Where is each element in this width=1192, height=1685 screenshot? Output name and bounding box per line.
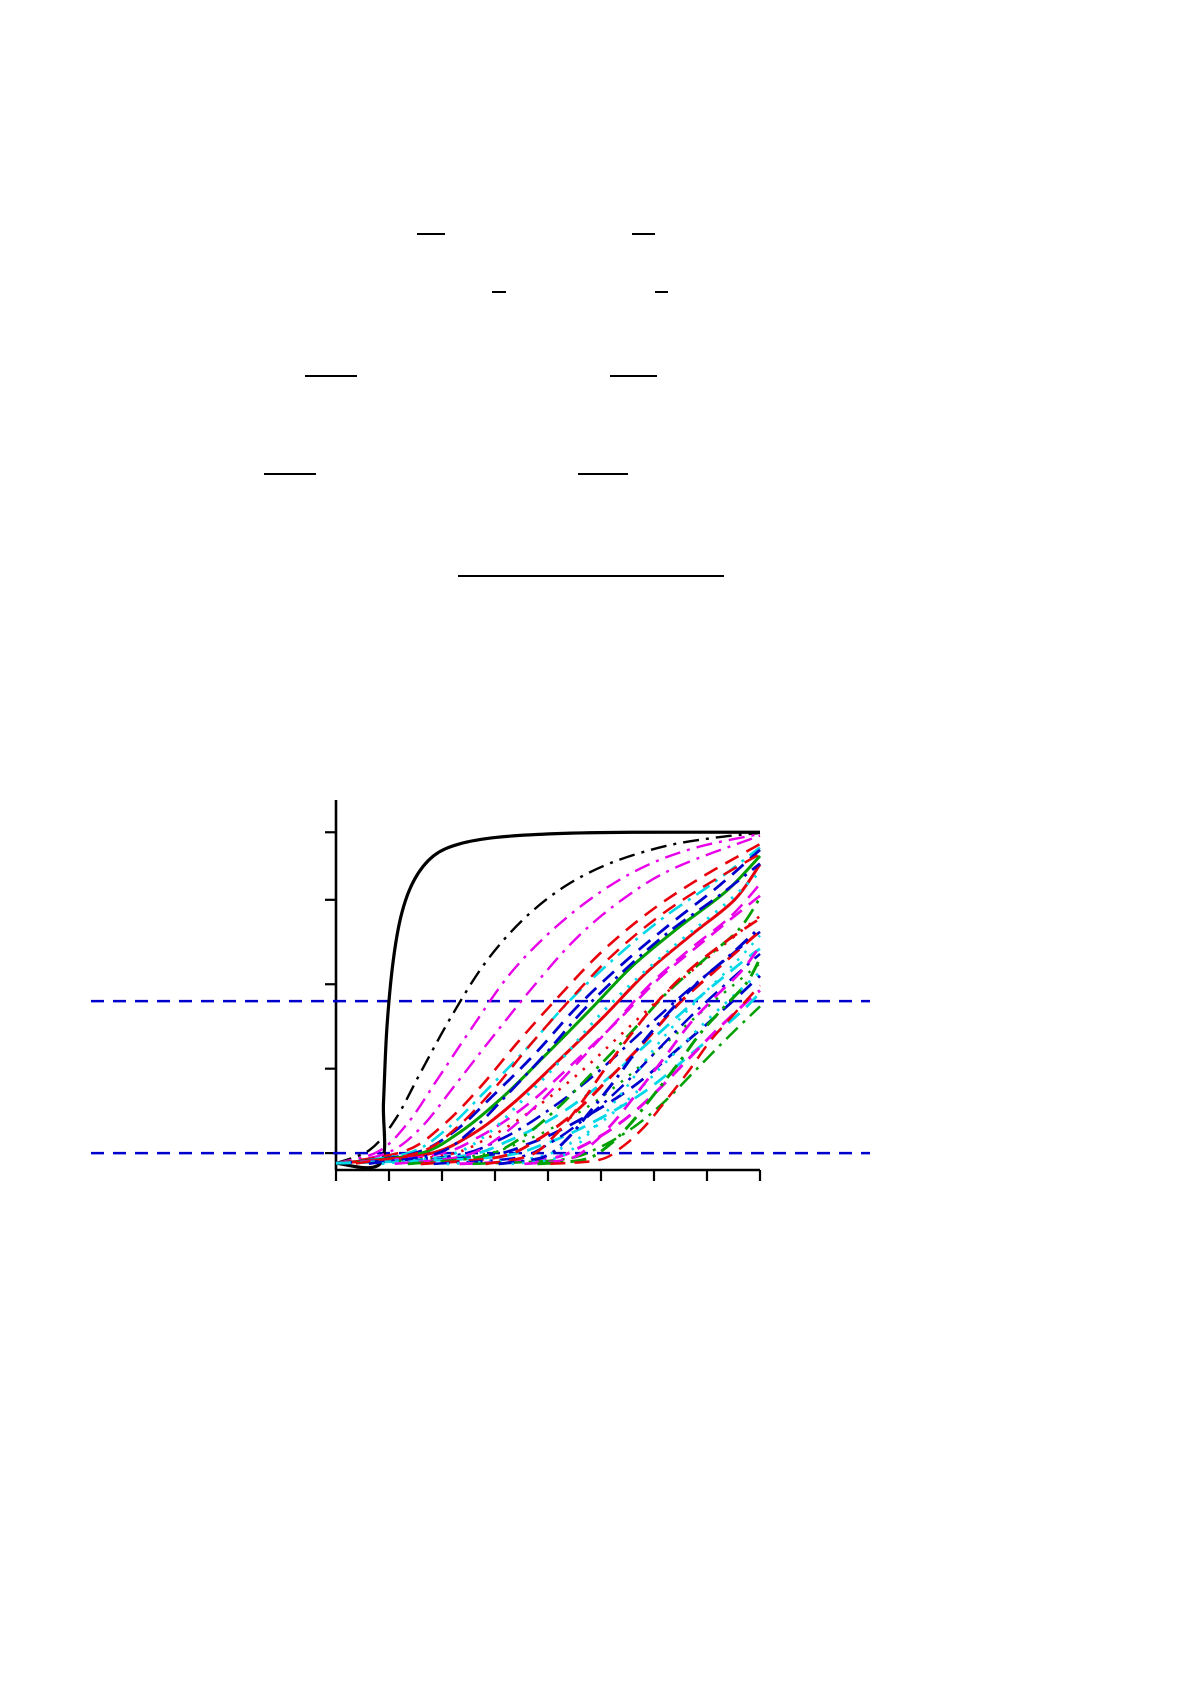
curve-derived-12 <box>511 934 761 1166</box>
curve-derived-2 <box>381 871 762 1166</box>
curve-method-02 <box>335 831 761 1165</box>
curve-method-05 <box>335 842 761 1165</box>
curve-method-13 <box>335 947 761 1165</box>
power-curve-chart <box>91 800 870 1181</box>
fraction-bar-4 <box>655 291 668 293</box>
curve-method-04 <box>335 834 761 1165</box>
power-curve-figure <box>0 760 1192 1230</box>
curve-derived-1 <box>368 862 761 1165</box>
curve-method-10 <box>335 894 761 1165</box>
fraction-bar-1 <box>417 233 445 235</box>
curve-derived-14 <box>537 957 762 1166</box>
curve-method-03 <box>335 832 761 1165</box>
curve-method-06 <box>335 846 761 1165</box>
curve-method-08 <box>335 854 762 1165</box>
fraction-bar-5 <box>305 375 357 377</box>
curve-oracle <box>335 830 761 1170</box>
curve-method-09 <box>335 863 762 1165</box>
fraction-bar-3 <box>492 291 506 293</box>
curve-method-11 <box>335 915 761 1165</box>
curve-derived-10 <box>485 917 761 1166</box>
curve-derived-15 <box>550 984 761 1166</box>
curve-derived-4 <box>407 897 762 1166</box>
curve-derived-0 <box>355 852 761 1165</box>
fraction-bar-8 <box>578 473 628 475</box>
curve-derived-13 <box>524 945 762 1166</box>
fraction-bar-2 <box>632 233 655 235</box>
curve-derived-8 <box>459 989 761 1166</box>
fraction-bar-6 <box>610 375 657 377</box>
fraction-bar-7 <box>264 473 316 475</box>
curve-method-16 <box>335 991 761 1165</box>
curve-derived-5 <box>420 930 761 1166</box>
curve-derived-6 <box>433 952 761 1166</box>
fraction-bar-9 <box>458 575 724 577</box>
curve-method-12 <box>335 930 761 1165</box>
curve-derived-11 <box>498 926 762 1166</box>
